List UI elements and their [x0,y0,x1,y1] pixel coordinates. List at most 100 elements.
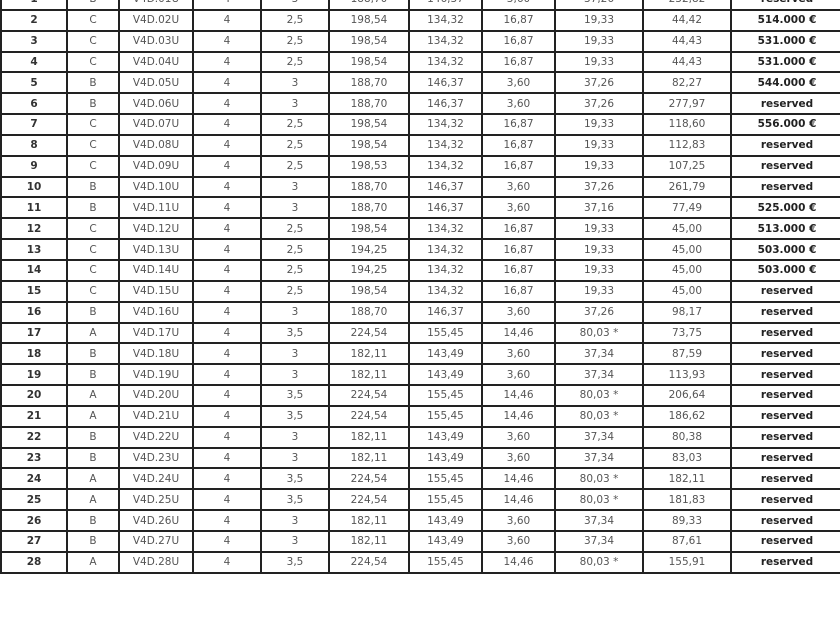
area-5-cell: 112,83 [642,133,732,157]
table-row: 26 B V4D.26U 4 3 182,11 143,49 3,60 37,34 89,33 re… [0,509,840,532]
area-4-cell: 19,33 [554,238,644,261]
unit-type-cell: C [66,50,120,74]
table-row: 3 C V4D.03U 4 2,5 198,54 134,32 16,87 19,33 44,43… [0,29,840,53]
unit-type-cell: B [66,0,120,11]
unit-code-cell: V4D.18U [118,342,194,366]
area-5-cell: 261,79 [642,175,732,199]
area-3-cell: 16,87 [481,50,556,74]
area-total-cell: 224,54 [328,404,410,428]
unit-number-cell: 8 [0,133,68,157]
area-3-cell: 3,60 [481,509,556,532]
price-status-cell: reserved [730,133,840,157]
area-4-cell: 37,26 [554,0,644,11]
area-3-cell: 14,46 [481,467,556,491]
area-total-cell: 182,11 [328,363,410,387]
rooms-cell: 3 [260,529,330,553]
area-living-cell: 155,45 [408,467,483,491]
area-living-cell: 155,45 [408,321,483,345]
unit-type-cell: B [66,425,120,449]
area-total-cell: 198,54 [328,279,410,303]
unit-code-cell: V4D.12U [118,217,194,241]
unit-type-cell: A [66,488,120,512]
area-5-cell: 45,00 [642,258,732,282]
area-5-cell: 45,00 [642,238,732,261]
area-4-cell: 37,26 [554,92,644,116]
price-status-cell: reserved [730,488,840,512]
unit-code-cell: V4D.16U [118,300,194,324]
floor-cell: 4 [192,488,262,512]
table-row: 16 B V4D.16U 4 3 188,70 146,37 3,60 37,26 98,17 re… [0,300,840,324]
area-total-cell: 182,11 [328,509,410,532]
unit-number-cell: 18 [0,342,68,366]
unit-number-cell: 1 [0,0,68,11]
price-status-cell: 513.000 € [730,217,840,241]
area-living-cell: 134,32 [408,238,483,261]
rooms-cell: 3,5 [260,488,330,512]
rooms-cell: 2,5 [260,238,330,261]
area-living-cell: 143,49 [408,529,483,553]
area-3-cell: 16,87 [481,217,556,241]
rooms-cell: 2,5 [260,8,330,32]
area-total-cell: 198,54 [328,50,410,74]
area-5-cell: 89,33 [642,509,732,532]
area-total-cell: 198,53 [328,154,410,178]
area-3-cell: 3,60 [481,196,556,220]
unit-code-cell: V4D.13U [118,238,194,261]
unit-type-cell: B [66,175,120,199]
unit-number-cell: 17 [0,321,68,345]
area-4-cell: 19,33 [554,258,644,282]
rooms-cell: 3 [260,446,330,470]
unit-type-cell: A [66,321,120,345]
area-total-cell: 182,11 [328,529,410,553]
area-5-cell: 80,38 [642,425,732,449]
unit-number-cell: 10 [0,175,68,199]
area-living-cell: 143,49 [408,446,483,470]
unit-number-cell: 20 [0,384,68,407]
area-3-cell: 3,60 [481,446,556,470]
table-row: 15 C V4D.15U 4 2,5 198,54 134,32 16,87 19,33 45,0… [0,279,840,303]
area-living-cell: 134,32 [408,50,483,74]
price-status-cell: reserved [730,321,840,345]
table-row: 14 C V4D.14U 4 2,5 194,25 134,32 16,87 19,33 45,0… [0,258,840,282]
area-5-cell: 87,59 [642,342,732,366]
table-row: 24 A V4D.24U 4 3,5 224,54 155,45 14,46 80,03 * 18… [0,467,840,491]
unit-code-cell: V4D.25U [118,488,194,512]
unit-number-cell: 6 [0,92,68,116]
table-row: 11 B V4D.11U 4 3 188,70 146,37 3,60 37,16 77,49 52… [0,196,840,220]
price-status-cell: reserved [730,0,840,11]
area-4-cell: 37,26 [554,300,644,324]
unit-code-cell: V4D.07U [118,113,194,136]
table-row: 1BV4D.01U43188,70146,373,6037,26232,82re… [0,0,840,11]
area-5-cell: 87,61 [642,529,732,553]
area-5-cell: 98,17 [642,300,732,324]
area-5-cell: 118,60 [642,113,732,136]
area-4-cell: 19,33 [554,154,644,178]
area-total-cell: 188,70 [328,300,410,324]
area-5-cell: 107,25 [642,154,732,178]
unit-number-cell: 9 [0,154,68,178]
rooms-cell: 3,5 [260,467,330,491]
unit-code-cell: V4D.01U [118,0,194,11]
area-total-cell: 198,54 [328,217,410,241]
rooms-cell: 3 [260,92,330,116]
floor-cell: 4 [192,50,262,74]
unit-type-cell: B [66,509,120,532]
unit-type-cell: C [66,217,120,241]
unit-type-cell: C [66,8,120,32]
area-4-cell: 19,33 [554,279,644,303]
area-4-cell: 80,03 * [554,384,644,407]
price-status-cell: reserved [730,550,840,574]
area-3-cell: 16,87 [481,8,556,32]
unit-type-cell: C [66,29,120,53]
table-row: 18 B V4D.18U 4 3 182,11 143,49 3,60 37,34 87,59 re… [0,342,840,366]
table-row: 23 B V4D.23U 4 3 182,11 143,49 3,60 37,34 83,03 re… [0,446,840,470]
area-5-cell: 182,11 [642,467,732,491]
area-living-cell: 143,49 [408,342,483,366]
unit-type-cell: A [66,404,120,428]
rooms-cell: 3,5 [260,404,330,428]
area-4-cell: 37,34 [554,425,644,449]
unit-number-cell: 21 [0,404,68,428]
price-status-cell: reserved [730,175,840,199]
floor-cell: 4 [192,384,262,407]
unit-number-cell: 28 [0,550,68,574]
